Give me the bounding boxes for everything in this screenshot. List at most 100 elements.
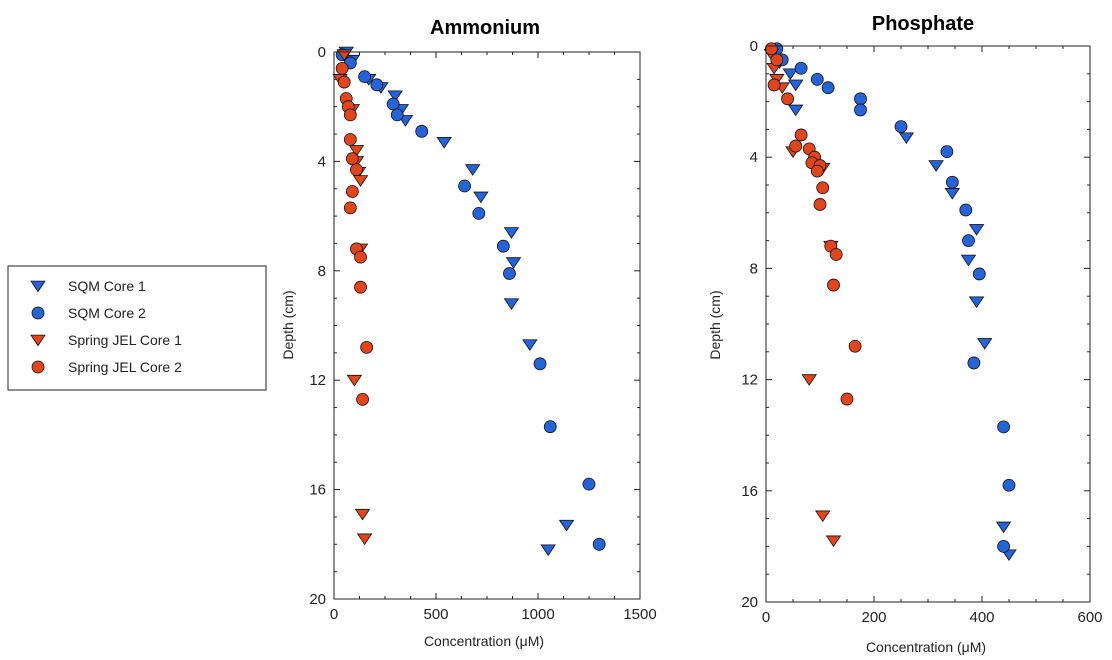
y-tick-label: 16	[741, 483, 758, 500]
data-point	[968, 296, 985, 309]
legend-box	[7, 265, 267, 391]
data-point	[972, 267, 986, 281]
y-tick-label: 8	[318, 263, 326, 280]
data-point	[354, 280, 367, 294]
y-tick-label: 4	[750, 149, 758, 166]
data-point	[472, 206, 486, 220]
data-point	[854, 92, 867, 106]
legend-label: Spring JEL Core 1	[68, 332, 182, 348]
data-point	[821, 81, 835, 95]
legend-label: SQM Core 1	[68, 278, 146, 294]
data-point	[781, 92, 794, 106]
data-point	[976, 338, 993, 350]
data-point	[997, 540, 1010, 553]
data-point	[360, 340, 374, 354]
legend-marker	[31, 306, 45, 320]
x-tick-label: 0	[762, 609, 770, 626]
data-point	[464, 164, 481, 176]
data-point	[967, 356, 981, 370]
data-point	[337, 75, 351, 89]
data-point	[898, 132, 915, 145]
y-tick-label: 20	[741, 594, 758, 611]
legend-label: Spring JEL Core 2	[68, 359, 182, 375]
data-point	[343, 133, 357, 146]
x-tick-label: 1000	[521, 606, 554, 623]
data-point	[854, 103, 867, 117]
legend-items: SQM Core 1 SQM Core 2 Spring JEL Core 1 Spr…	[30, 278, 182, 375]
data-point	[370, 78, 384, 92]
data-point	[787, 79, 804, 92]
data-point	[533, 357, 547, 371]
data-point	[345, 152, 359, 166]
data-point	[816, 181, 830, 195]
data-point	[1002, 478, 1016, 492]
data-point	[496, 239, 510, 253]
data-point	[358, 70, 372, 84]
data-point	[354, 508, 371, 521]
y-tick-label: 4	[318, 153, 326, 170]
data-point	[840, 392, 854, 406]
data-point	[540, 544, 556, 557]
data-point	[345, 185, 359, 198]
y-tick-label: 20	[309, 591, 326, 608]
data-point	[959, 203, 973, 217]
data-point	[348, 145, 365, 157]
data-point	[801, 374, 817, 386]
data-point	[458, 179, 471, 193]
y-tick-label: 8	[750, 260, 758, 277]
data-points	[332, 46, 606, 557]
data-point	[387, 90, 403, 103]
x-tick-label: 600	[1077, 609, 1102, 626]
data-point	[503, 267, 516, 280]
y-tick-label: 16	[309, 482, 326, 499]
data-point	[436, 136, 452, 149]
data-point	[794, 128, 808, 142]
x-axis-label: Concentration (μM)	[424, 633, 544, 649]
legend-marker	[31, 360, 45, 374]
data-point	[789, 139, 803, 153]
data-point	[543, 420, 557, 434]
data-point	[522, 339, 538, 351]
data-points	[763, 42, 1017, 562]
plot-frame	[333, 51, 641, 600]
data-point	[386, 97, 400, 111]
data-point	[415, 124, 429, 138]
data-point	[473, 191, 489, 204]
data-point	[810, 72, 824, 86]
data-point	[894, 120, 908, 134]
data-point	[503, 227, 520, 239]
data-point	[782, 68, 799, 81]
data-point	[505, 257, 522, 269]
data-point	[356, 392, 369, 406]
data-point	[558, 519, 575, 532]
data-point	[810, 164, 824, 178]
data-point	[354, 250, 367, 264]
data-point	[825, 535, 842, 548]
chart-title: Phosphate	[872, 13, 974, 35]
data-point	[592, 537, 606, 551]
data-point	[945, 175, 959, 189]
data-point	[346, 374, 363, 387]
y-axis-label: Depth (cm)	[280, 290, 296, 359]
y-tick-label: 0	[318, 44, 326, 61]
data-point	[335, 62, 349, 75]
y-axis-label: Depth (cm)	[707, 290, 723, 359]
data-point	[944, 188, 961, 200]
data-point	[390, 108, 404, 122]
data-point	[794, 61, 808, 75]
data-point	[968, 224, 985, 236]
legend-marker	[30, 334, 46, 347]
data-point	[962, 234, 975, 248]
x-tick-label: 400	[969, 609, 994, 626]
x-tick-label: 500	[423, 606, 448, 623]
data-point	[767, 78, 781, 92]
data-point	[343, 108, 357, 122]
data-point	[350, 163, 363, 177]
x-tick-label: 200	[861, 609, 886, 626]
data-point	[503, 298, 520, 310]
data-point	[787, 104, 804, 117]
